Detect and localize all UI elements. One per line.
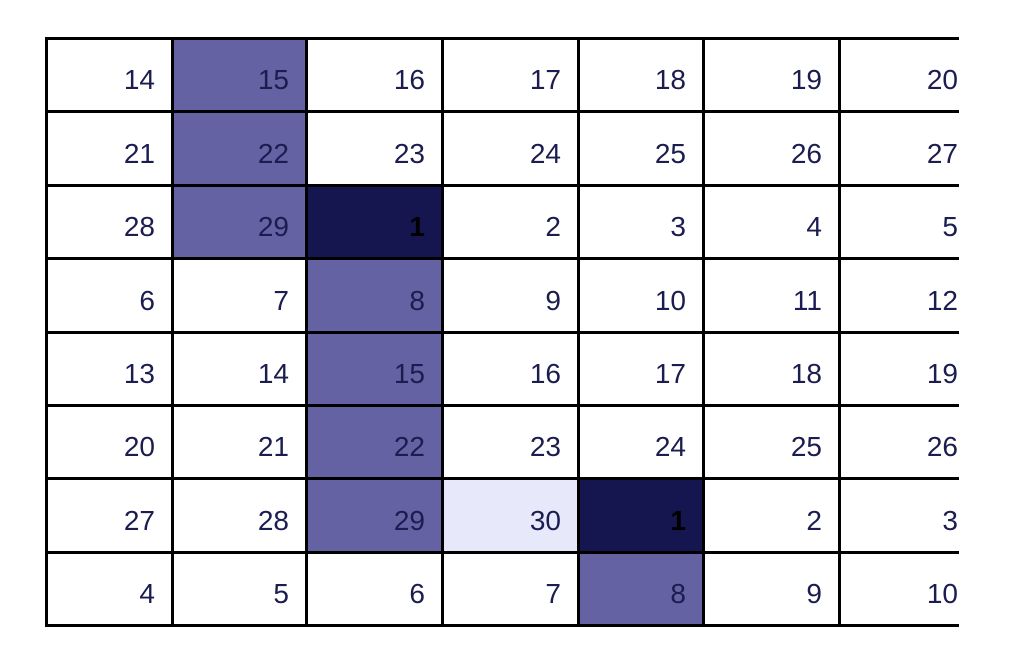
day-cell: 13 [48, 333, 171, 404]
day-cell: 9 [705, 553, 838, 624]
day-cell-month-start: 1 [580, 480, 702, 551]
day-cell-light: 30 [444, 480, 577, 551]
day-cell: 11 [705, 260, 838, 331]
day-cell: 10 [580, 260, 702, 331]
day-cell: 6 [48, 260, 171, 331]
day-cell-highlighted: 8 [308, 260, 441, 331]
day-cell: 7 [174, 260, 305, 331]
day-cell: 20 [841, 40, 974, 111]
day-cell: 19 [841, 333, 974, 404]
day-cell: 5 [174, 553, 305, 624]
day-cell: 18 [580, 40, 702, 111]
day-cell: 2 [705, 480, 838, 551]
day-cell: 2 [444, 186, 577, 258]
day-cell: 24 [444, 113, 577, 184]
day-cell: 18 [705, 333, 838, 404]
day-cell: 14 [48, 40, 171, 111]
day-cell: 3 [841, 480, 974, 551]
day-cell: 28 [48, 186, 171, 258]
day-cell: 6 [308, 553, 441, 624]
day-cell: 28 [174, 480, 305, 551]
day-cell-highlighted: 8 [580, 553, 702, 624]
day-cell: 16 [444, 333, 577, 404]
day-cell: 4 [48, 553, 171, 624]
day-cell: 19 [705, 40, 838, 111]
day-cell: 21 [48, 113, 171, 184]
day-cell: 23 [308, 113, 441, 184]
day-cell: 16 [308, 40, 441, 111]
day-cell: 25 [580, 113, 702, 184]
day-cell: 5 [841, 186, 974, 258]
day-cell: 12 [841, 260, 974, 331]
day-cell: 7 [444, 553, 577, 624]
day-cell: 17 [580, 333, 702, 404]
day-cell-highlighted: 22 [308, 406, 441, 478]
day-cell: 27 [48, 480, 171, 551]
day-cell-month-start: 1 [308, 186, 441, 258]
day-cell: 27 [841, 113, 974, 184]
day-cell-highlighted: 22 [174, 113, 305, 184]
day-cell: 17 [444, 40, 577, 111]
day-cell: 14 [174, 333, 305, 404]
day-cell: 25 [705, 406, 838, 478]
day-cell-highlighted: 15 [174, 40, 305, 111]
day-cell-highlighted: 29 [174, 186, 305, 258]
calendar-grid: 14 15 16 17 18 19 20 21 22 23 24 25 26 2… [45, 37, 974, 627]
day-cell: 9 [444, 260, 577, 331]
day-cell-highlighted: 29 [308, 480, 441, 551]
day-cell: 4 [705, 186, 838, 258]
day-cell-highlighted: 15 [308, 333, 441, 404]
day-cell: 21 [174, 406, 305, 478]
day-cell: 26 [705, 113, 838, 184]
day-cell: 10 [841, 553, 974, 624]
day-cell: 3 [580, 186, 702, 258]
day-cell: 24 [580, 406, 702, 478]
day-cell: 26 [841, 406, 974, 478]
day-cell: 23 [444, 406, 577, 478]
day-cell: 20 [48, 406, 171, 478]
